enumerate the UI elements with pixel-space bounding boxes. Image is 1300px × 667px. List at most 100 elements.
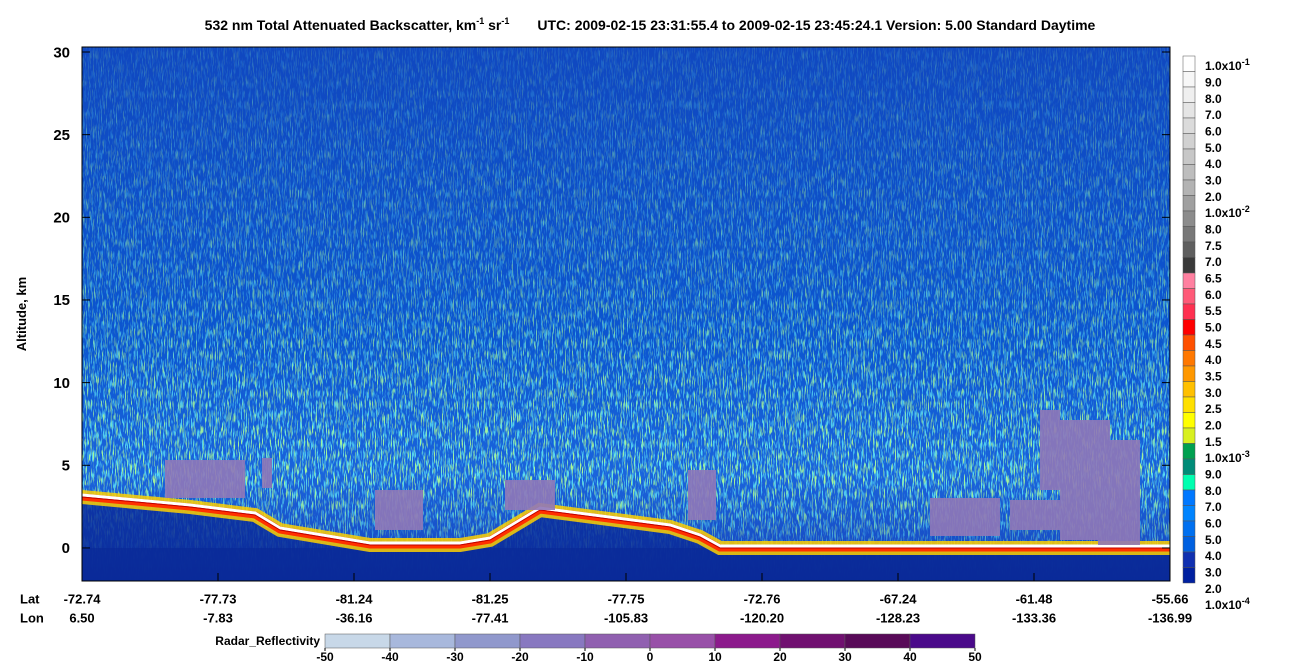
colorbar-label: 5.0: [1205, 320, 1222, 334]
x-tick-label: -81.25: [472, 592, 509, 607]
radar-swatch: [909, 633, 976, 649]
colorbar-label: 4.5: [1205, 337, 1222, 351]
colorbar-label: 3.0: [1205, 386, 1222, 400]
colorbar-swatch: [1182, 427, 1196, 444]
colorbar-label: 8.0: [1205, 223, 1222, 237]
x-tick-label: -36.16: [336, 611, 373, 626]
y-tick-label: 15: [53, 292, 70, 309]
colorbar-swatch: [1182, 71, 1196, 88]
radar-tick-label: 0: [647, 650, 654, 664]
colorbar-swatch: [1182, 520, 1196, 537]
colorbar-swatch: [1182, 489, 1196, 506]
colorbar-swatch: [1182, 86, 1196, 103]
chart-title: 532 nm Total Attenuated Backscatter, km-…: [205, 16, 1096, 33]
colorbar-label: 4.0: [1205, 157, 1222, 171]
colorbar-label: 6.0: [1205, 125, 1222, 139]
colorbar-swatch: [1182, 117, 1196, 134]
colorbar-label: 1.0x10-4: [1205, 596, 1250, 612]
colorbar-swatch: [1182, 102, 1196, 119]
radar-tick-label: -10: [576, 650, 594, 664]
colorbar-label: 9.0: [1205, 467, 1222, 481]
colorbar-label: 3.5: [1205, 369, 1222, 383]
radar-swatch: [779, 633, 846, 649]
colorbar-label-base: 1.0x10: [1205, 598, 1242, 612]
colorbar-swatch: [1182, 396, 1196, 413]
colorbar-label-base: 1.0x10: [1205, 206, 1242, 220]
colorbar-label: 1.0x10-1: [1205, 57, 1250, 73]
radar-tick-label: 50: [968, 650, 982, 664]
radar-tick-label: -20: [511, 650, 529, 664]
colorbar-label: 8.0: [1205, 484, 1222, 498]
radar-swatch: [649, 633, 716, 649]
x-tick-label: -81.24: [336, 592, 374, 607]
x-tick-label: -77.73: [200, 592, 237, 607]
colorbar-swatch: [1182, 458, 1196, 475]
radar-swatch: [714, 633, 781, 649]
colorbar-swatch: [1182, 272, 1196, 289]
colorbar-swatch: [1182, 350, 1196, 367]
colorbar-label: 7.0: [1205, 500, 1222, 514]
x-tick-label: -133.36: [1012, 611, 1056, 626]
title-sup: -1: [476, 16, 484, 26]
colorbar-label: 4.0: [1205, 353, 1222, 367]
colorbar-label: 6.0: [1205, 516, 1222, 530]
colorbar-label: 2.5: [1205, 402, 1222, 416]
colorbar-swatch: [1182, 319, 1196, 336]
colorbar-label-exp: -1: [1242, 57, 1250, 67]
colorbar-swatch: [1182, 505, 1196, 522]
colorbar-swatch: [1182, 412, 1196, 429]
title-sup: -1: [501, 16, 509, 26]
x-tick-label: -77.75: [608, 592, 645, 607]
title-text: 532 nm Total Attenuated Backscatter, km: [205, 17, 477, 33]
colorbar-label: 2.0: [1205, 582, 1222, 596]
colorbar-swatch: [1182, 365, 1196, 382]
y-tick-label: 0: [62, 540, 70, 557]
colorbar-label: 8.0: [1205, 92, 1222, 106]
colorbar-label: 4.0: [1205, 549, 1222, 563]
x-tick-label: -77.41: [472, 611, 509, 626]
x-tick-label: -136.99: [1148, 611, 1192, 626]
colorbar-label: 5.5: [1205, 304, 1222, 318]
y-tick-label: 25: [53, 127, 70, 144]
colorbar-swatch: [1182, 303, 1196, 320]
radar-tick-label: 10: [708, 650, 722, 664]
backscatter-image: [81, 47, 1170, 581]
radar-swatch: [389, 633, 456, 649]
colorbar-label: 1.5: [1205, 435, 1222, 449]
colorbar-swatch: [1182, 241, 1196, 258]
colorbar-swatch: [1182, 474, 1196, 491]
x-tick-label: -72.76: [744, 592, 781, 607]
y-tick-label: 5: [62, 458, 70, 475]
colorbar-label: 1.0x10-3: [1205, 449, 1250, 465]
x-tick-label: -61.48: [1016, 592, 1053, 607]
x-row-label: Lon: [20, 611, 44, 626]
colorbar-label-base: 1.0x10: [1205, 451, 1242, 465]
colorbar-swatch: [1182, 164, 1196, 181]
x-tick-label: -128.23: [876, 611, 920, 626]
x-tick-label: 6.50: [69, 611, 94, 626]
colorbar-label: 5.0: [1205, 533, 1222, 547]
colorbar-label-exp: -3: [1242, 449, 1250, 459]
colorbar-label-exp: -4: [1242, 596, 1250, 606]
colorbar-swatch: [1182, 381, 1196, 398]
colorbar-label: 3.0: [1205, 565, 1222, 579]
radar-tick-label: -40: [381, 650, 399, 664]
radar-tick-label: -30: [446, 650, 464, 664]
radar-tick-label: 30: [838, 650, 852, 664]
radar-tick-label: -50: [316, 650, 334, 664]
x-tick-label: -7.83: [203, 611, 233, 626]
radar-label: Radar_Reflectivity: [215, 634, 320, 648]
radar-tick-label: 20: [773, 650, 787, 664]
colorbar-label: 2.0: [1205, 190, 1222, 204]
colorbar-label: 6.5: [1205, 271, 1222, 285]
y-tick-label: 30: [53, 44, 70, 61]
colorbar-label: 9.0: [1205, 76, 1222, 90]
x-tick-label: -55.66: [1152, 592, 1189, 607]
colorbar-swatch: [1182, 55, 1196, 72]
colorbar-swatch: [1182, 179, 1196, 196]
y-tick-label: 10: [53, 375, 70, 392]
x-tick-label: -72.74: [64, 592, 102, 607]
colorbar-swatch: [1182, 551, 1196, 568]
colorbar-label: 7.5: [1205, 239, 1222, 253]
